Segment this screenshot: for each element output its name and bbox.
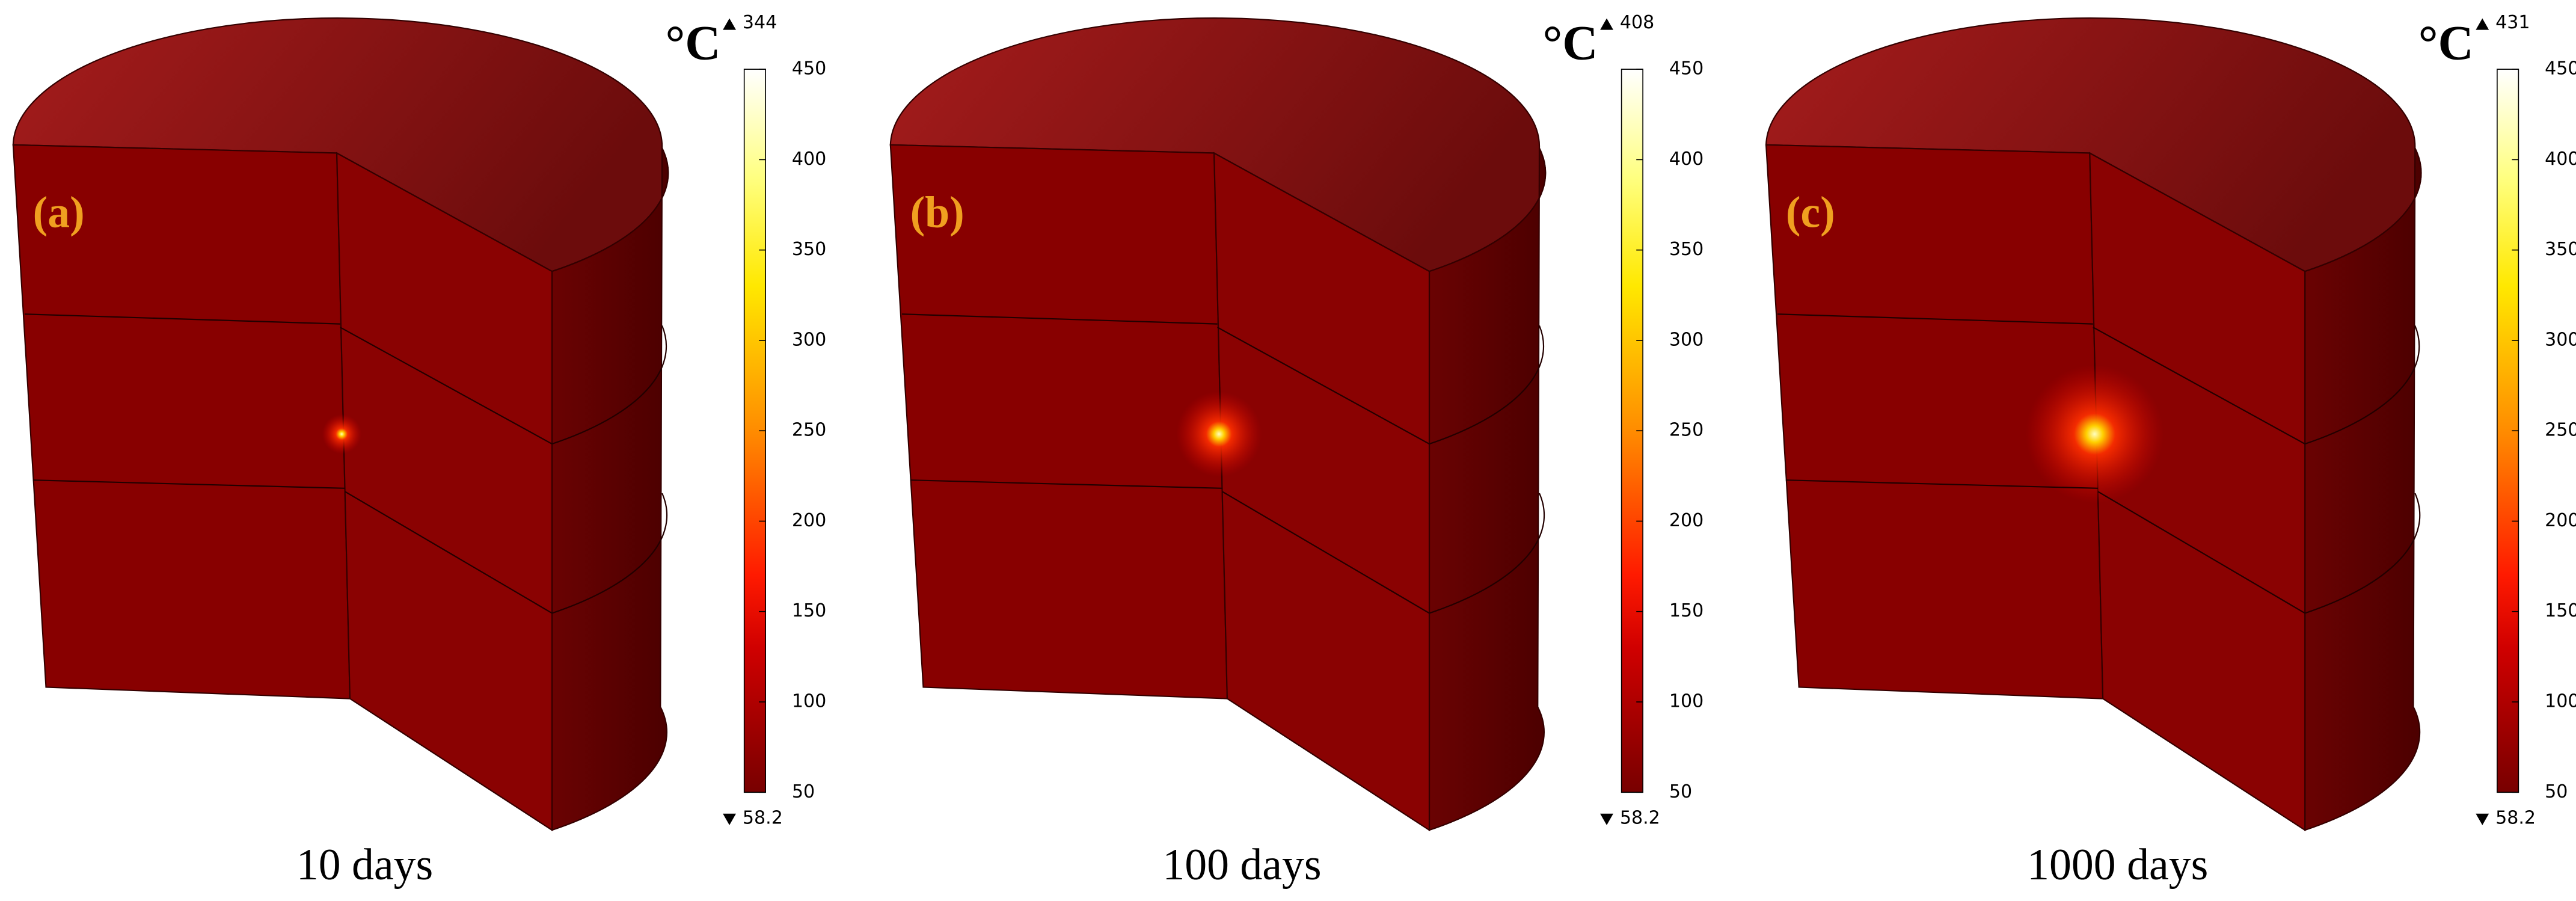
max-value: 408: [1620, 12, 1654, 33]
layer-edge: [1429, 325, 1545, 445]
panel: (c) 1000 days °C 50 100 150 200 250 300 350 400 450…: [1765, 12, 2576, 889]
layer-edge: [2097, 491, 2305, 614]
colorbar-tick-label: 450: [792, 58, 826, 79]
hot-spot: [322, 414, 362, 454]
colorbar-tick-label: 200: [2545, 510, 2576, 531]
caption: 1000 days: [2027, 840, 2208, 889]
layer-edge: [551, 325, 667, 445]
layer-edge: [910, 479, 1222, 489]
colorbar-tick-label: 100: [2545, 691, 2576, 712]
colorbar-tick-label: 100: [792, 691, 826, 712]
colorbar-tick-label: 400: [792, 149, 826, 170]
layer-edge: [32, 479, 345, 489]
cut-face-right: [2089, 152, 2306, 832]
max-marker: [1600, 18, 1613, 30]
cylinder-side: [2304, 147, 2422, 831]
max-value: 344: [743, 12, 777, 33]
colorbar-tick-label: 150: [2545, 600, 2576, 621]
colorbar-tick-label: 200: [1669, 510, 1704, 531]
colorbar-tick-label: 50: [792, 781, 815, 802]
caption: 10 days: [296, 840, 433, 889]
colorbar-tick-label: 250: [1669, 420, 1704, 441]
layer-edge: [1777, 313, 2093, 325]
colorbar-tick-label: 450: [2545, 58, 2576, 79]
colorbar-tick-label: 250: [792, 420, 826, 441]
caption: 100 days: [1162, 840, 1321, 889]
min-marker: [723, 813, 736, 825]
layer-edge: [2304, 493, 2421, 614]
layer-edge: [2093, 327, 2305, 445]
cut-face-right: [336, 152, 553, 832]
colorbar-tick-label: 250: [2545, 420, 2576, 441]
layer-edge: [1785, 479, 2098, 489]
colorbar-tick-label: 450: [1669, 58, 1704, 79]
layer-edge: [2304, 325, 2420, 445]
max-marker: [2476, 18, 2489, 30]
colorbar-tick-label: 300: [792, 329, 826, 350]
cylinder-side: [1428, 147, 1547, 831]
max-value: 431: [2495, 12, 2530, 33]
colorbar-tick-label: 100: [1669, 691, 1704, 712]
cylinder-side: [551, 147, 669, 831]
colorbar-tick-label: 150: [1669, 600, 1704, 621]
layer-edge: [1429, 493, 1545, 614]
panel-label: (c): [1786, 187, 1835, 236]
unit: °C: [1542, 16, 1598, 70]
colorbar-tick-label: 200: [792, 510, 826, 531]
unit: °C: [666, 16, 721, 70]
colorbar-tick-label: 400: [2545, 149, 2576, 170]
min-value: 58.2: [743, 807, 783, 828]
colorbar-tick-label: 300: [2545, 329, 2576, 350]
hot-spot: [2025, 364, 2164, 503]
layer-edge: [551, 493, 668, 614]
min-marker: [2476, 813, 2489, 825]
cut-face-right: [1213, 152, 1431, 832]
max-marker: [723, 18, 736, 30]
panel: (a) 10 days °C 50 100 150 200 250 300 350 400 450 34…: [12, 12, 826, 889]
unit: °C: [2418, 16, 2474, 70]
colorbar-tick-label: 300: [1669, 329, 1704, 350]
layer-edge: [1222, 491, 1430, 614]
layer-edge: [901, 313, 1218, 325]
colorbar-tick-label: 350: [2545, 239, 2576, 260]
colorbar-tick-label: 150: [792, 600, 826, 621]
colorbar-tick-label: 50: [1669, 781, 1692, 802]
layer-edge: [340, 327, 553, 445]
panel: (b) 100 days °C 50 100 150 200 250 300 350 400 450 4…: [889, 12, 1704, 889]
panel-label: (a): [33, 187, 85, 236]
colorbar-tick-label: 400: [1669, 149, 1704, 170]
min-marker: [1600, 813, 1613, 825]
colorbar-tick-label: 350: [1669, 239, 1704, 260]
min-value: 58.2: [2495, 807, 2536, 828]
layer-edge: [24, 313, 340, 325]
min-value: 58.2: [1620, 807, 1660, 828]
panel-label: (b): [910, 187, 964, 236]
colorbar-tick-label: 350: [792, 239, 826, 260]
layer-edge: [345, 491, 553, 614]
layer-edge: [1216, 327, 1430, 445]
colorbar-tick-label: 50: [2545, 781, 2568, 802]
hot-spot: [1176, 391, 1262, 477]
